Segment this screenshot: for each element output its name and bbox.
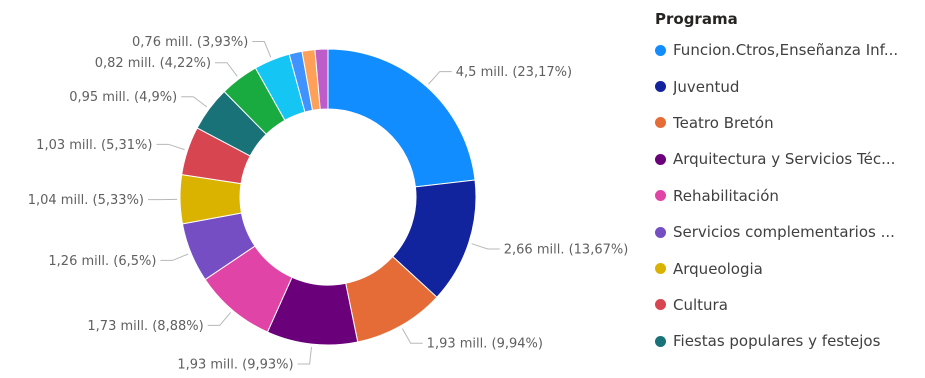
legend-item[interactable]: Rehabilitación bbox=[655, 178, 920, 214]
data-label: 1,93 mill. (9,94%) bbox=[427, 337, 543, 352]
data-label: 1,93 mill. (9,93%) bbox=[177, 357, 293, 372]
legend-item-label: Fiestas populares y festejos bbox=[673, 332, 881, 351]
legend: Programa Funcion.Ctros,Enseñanza Inf... J… bbox=[655, 6, 920, 360]
donut-chart: 4,5 mill. (23,17%) 2,66 mill. (13,67%) 1,9… bbox=[28, 35, 629, 372]
data-labels-layer: 4,5 mill. (23,17%) 2,66 mill. (13,67%) 1,9… bbox=[28, 35, 629, 372]
legend-item[interactable]: Funcion.Ctros,Enseñanza Inf... bbox=[655, 32, 920, 68]
legend-color-dot bbox=[655, 153, 666, 165]
legend-color-dot bbox=[655, 226, 666, 238]
leader-line bbox=[252, 41, 272, 58]
legend-item[interactable]: Cultura bbox=[655, 287, 920, 323]
leader-line bbox=[471, 243, 500, 250]
legend-item[interactable]: Juventud bbox=[655, 68, 920, 104]
leader-lines-layer bbox=[148, 41, 500, 365]
data-label: 1,04 mill. (5,33%) bbox=[28, 193, 144, 208]
legend-item-label: Rehabilitación bbox=[673, 186, 779, 205]
data-label: 1,26 mill. (6,5%) bbox=[48, 254, 156, 269]
data-label: 2,66 mill. (13,67%) bbox=[504, 242, 629, 257]
legend-item[interactable]: Arquitectura y Servicios Téc... bbox=[655, 141, 920, 177]
legend-item-label: Juventud bbox=[673, 77, 740, 96]
leader-line bbox=[207, 312, 232, 326]
legend-color-dot bbox=[655, 299, 666, 311]
legend-title: Programa bbox=[655, 10, 738, 28]
legend-color-dot bbox=[655, 44, 666, 56]
donut-slice[interactable] bbox=[327, 48, 476, 188]
data-label: 4,5 mill. (23,17%) bbox=[456, 65, 572, 80]
leader-line bbox=[428, 71, 452, 85]
legend-item-label: Arqueologia bbox=[673, 259, 763, 278]
legend-item-label: Servicios complementarios ... bbox=[673, 223, 895, 242]
legend-item[interactable]: Teatro Bretón bbox=[655, 105, 920, 141]
donut-slice[interactable] bbox=[314, 48, 329, 110]
legend-item-label: Arquitectura y Servicios Téc... bbox=[673, 150, 896, 169]
data-label: 1,03 mill. (5,31%) bbox=[36, 138, 152, 153]
legend-item-label: Funcion.Ctros,Enseñanza Inf... bbox=[673, 41, 899, 60]
leader-line bbox=[401, 328, 423, 344]
slices-layer bbox=[179, 48, 477, 346]
leader-line bbox=[297, 347, 312, 365]
leader-line bbox=[156, 143, 185, 151]
legend-item-label: Teatro Bretón bbox=[673, 113, 774, 132]
legend-item[interactable]: Fiestas populares y festejos bbox=[655, 323, 920, 359]
data-label: 1,73 mill. (8,88%) bbox=[87, 319, 203, 334]
data-label: 0,82 mill. (4,22%) bbox=[95, 56, 211, 71]
leader-line bbox=[181, 96, 208, 108]
legend-color-dot bbox=[655, 81, 666, 93]
data-label: 0,76 mill. (3,93%) bbox=[132, 35, 248, 50]
legend-color-dot bbox=[655, 263, 666, 275]
donut-chart-svg: 4,5 mill. (23,17%) 2,66 mill. (13,67%) 1,9… bbox=[28, 35, 629, 372]
legend-item[interactable]: Arqueologia bbox=[655, 250, 920, 286]
data-label: 0,95 mill. (4,9%) bbox=[69, 90, 177, 105]
legend-color-dot bbox=[655, 335, 666, 347]
legend-item-label: Cultura bbox=[673, 295, 728, 314]
legend-color-dot bbox=[655, 190, 666, 202]
legend-item[interactable]: Servicios complementarios ... bbox=[655, 214, 920, 250]
legend-color-dot bbox=[655, 117, 666, 129]
legend-items: Funcion.Ctros,Enseñanza Inf... Juventud Te… bbox=[655, 32, 920, 360]
leader-line bbox=[215, 62, 238, 77]
leader-line bbox=[160, 253, 189, 261]
